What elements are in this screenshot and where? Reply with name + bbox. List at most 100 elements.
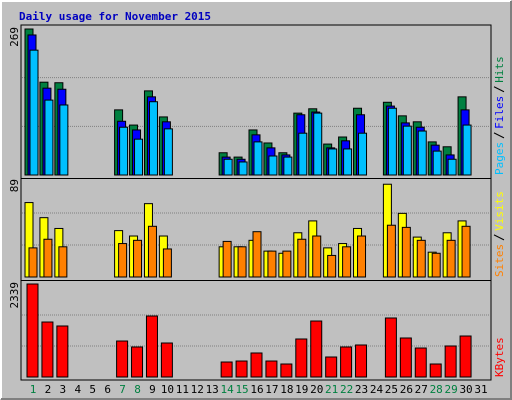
x-tick-label: 15 bbox=[235, 383, 248, 396]
bar bbox=[134, 138, 144, 176]
bar bbox=[312, 235, 322, 278]
bar bbox=[43, 238, 53, 278]
bar bbox=[250, 352, 263, 378]
bar bbox=[416, 239, 426, 278]
bar bbox=[401, 226, 411, 278]
bar bbox=[355, 344, 368, 378]
bar bbox=[235, 360, 248, 378]
y-tick-label: 89 bbox=[8, 179, 21, 192]
x-tick-label: 10 bbox=[161, 383, 174, 396]
bar bbox=[131, 346, 144, 378]
bar bbox=[461, 225, 471, 278]
x-tick-label: 24 bbox=[370, 383, 384, 396]
bar bbox=[267, 250, 277, 278]
bar bbox=[145, 315, 158, 378]
x-tick-label: 1 bbox=[30, 383, 37, 396]
legend: KBytes bbox=[493, 337, 506, 377]
bar bbox=[342, 246, 352, 278]
bar bbox=[160, 342, 173, 378]
bar bbox=[358, 132, 368, 176]
bar bbox=[118, 243, 128, 278]
bar bbox=[238, 161, 248, 176]
x-tick-label: 5 bbox=[89, 383, 96, 396]
legend-separator bbox=[493, 132, 505, 139]
legend-label: Sites bbox=[493, 244, 506, 277]
legend-label: Pages bbox=[493, 142, 506, 175]
y-tick-label: 269 bbox=[8, 27, 21, 47]
bar bbox=[313, 112, 323, 176]
x-tick-label: 22 bbox=[340, 383, 353, 396]
bar bbox=[447, 158, 457, 176]
legend: Pages Files Hits bbox=[493, 56, 506, 175]
bar bbox=[280, 363, 293, 378]
bar bbox=[462, 124, 472, 176]
bar bbox=[459, 335, 472, 378]
x-tick-label: 4 bbox=[74, 383, 81, 396]
bar bbox=[147, 225, 157, 278]
plot-frame bbox=[20, 24, 492, 381]
x-tick-label: 28 bbox=[430, 383, 443, 396]
bar bbox=[265, 360, 278, 378]
x-tick-label: 26 bbox=[400, 383, 413, 396]
legend-separator bbox=[493, 234, 505, 241]
bar bbox=[431, 252, 441, 278]
bar bbox=[59, 104, 69, 176]
bar bbox=[148, 101, 158, 176]
bar bbox=[340, 346, 353, 378]
bar bbox=[223, 158, 233, 176]
x-tick-label: 31 bbox=[474, 383, 487, 396]
x-tick-label: 7 bbox=[119, 383, 126, 396]
legend-separator bbox=[493, 86, 505, 93]
bar bbox=[310, 320, 323, 378]
y-tick-label: 2339 bbox=[8, 282, 21, 309]
x-tick-label: 8 bbox=[134, 383, 141, 396]
bar bbox=[387, 107, 397, 176]
bar bbox=[29, 49, 39, 176]
bar bbox=[328, 148, 338, 176]
bar bbox=[220, 361, 233, 378]
bar bbox=[28, 247, 38, 278]
x-tick-label: 20 bbox=[310, 383, 323, 396]
bar bbox=[116, 340, 129, 378]
bar bbox=[357, 235, 367, 278]
x-tick-label: 25 bbox=[385, 383, 398, 396]
legend-label: Visits bbox=[493, 191, 506, 231]
bar bbox=[444, 345, 457, 378]
x-tick-label: 11 bbox=[176, 383, 189, 396]
bar bbox=[58, 246, 68, 278]
bar bbox=[253, 141, 263, 176]
bar bbox=[44, 99, 54, 176]
bar bbox=[41, 321, 54, 378]
bar bbox=[237, 246, 247, 278]
bar bbox=[133, 239, 143, 278]
bar bbox=[283, 156, 293, 176]
x-tick-label: 6 bbox=[104, 383, 111, 396]
bar bbox=[429, 363, 442, 378]
bar bbox=[384, 317, 397, 378]
bar bbox=[446, 239, 456, 278]
x-tick-label: 19 bbox=[295, 383, 308, 396]
bar bbox=[162, 248, 172, 278]
bar bbox=[417, 130, 427, 176]
bar bbox=[295, 338, 308, 378]
bar bbox=[119, 126, 129, 176]
x-tick-label: 9 bbox=[149, 383, 156, 396]
bar bbox=[282, 250, 292, 278]
bar bbox=[268, 155, 278, 176]
x-tick-label: 17 bbox=[265, 383, 278, 396]
legend-label: Hits bbox=[493, 56, 506, 83]
bar bbox=[222, 240, 232, 278]
legend: Sites Visits bbox=[493, 191, 506, 277]
bar bbox=[386, 224, 396, 278]
bar bbox=[297, 238, 307, 278]
x-tick-label: 27 bbox=[415, 383, 428, 396]
bar bbox=[163, 128, 173, 176]
legend-label: KBytes bbox=[493, 337, 506, 377]
title: Daily usage for November 2015 bbox=[19, 10, 211, 23]
x-tick-label: 23 bbox=[355, 383, 368, 396]
x-tick-label: 14 bbox=[221, 383, 235, 396]
x-tick-label: 2 bbox=[45, 383, 52, 396]
